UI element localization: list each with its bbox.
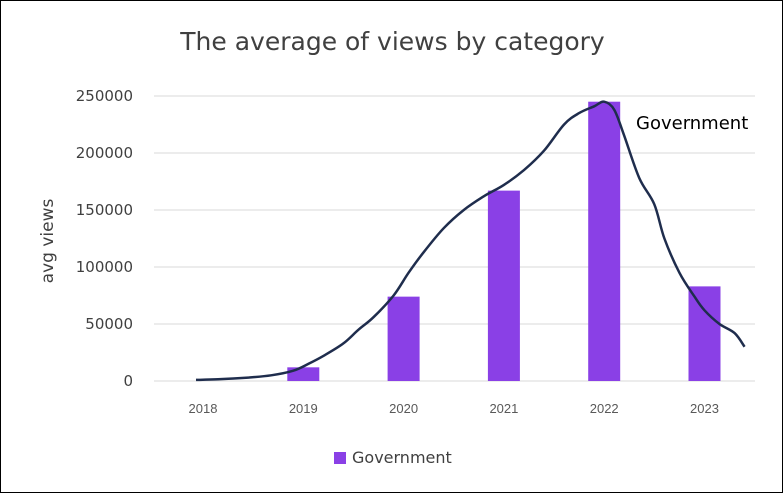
legend-swatch [334,451,346,464]
bar [688,286,721,381]
trend-line [195,100,746,382]
bar [387,296,420,381]
x-tick-label: 2022 [590,401,619,416]
legend: Government [334,448,452,467]
y-tick-label: 100000 [76,258,133,276]
x-tick-label: 2019 [289,401,318,416]
legend-label: Government [352,448,452,467]
x-tick-label: 2018 [189,401,218,416]
x-tick-label: 2021 [489,401,518,416]
bar [487,190,520,381]
y-tick-label: 200000 [76,144,133,162]
x-tick-label: 2023 [690,401,719,416]
y-tick-label: 150000 [76,201,133,219]
x-tick-label: 2020 [389,401,418,416]
y-tick-label: 0 [123,372,133,390]
y-tick-label: 50000 [85,315,133,333]
bar [588,101,621,381]
y-tick-label: 250000 [76,87,133,105]
chart-title: The average of views by category [180,27,605,56]
line-annotation: Government [636,113,748,134]
bar [287,367,320,381]
